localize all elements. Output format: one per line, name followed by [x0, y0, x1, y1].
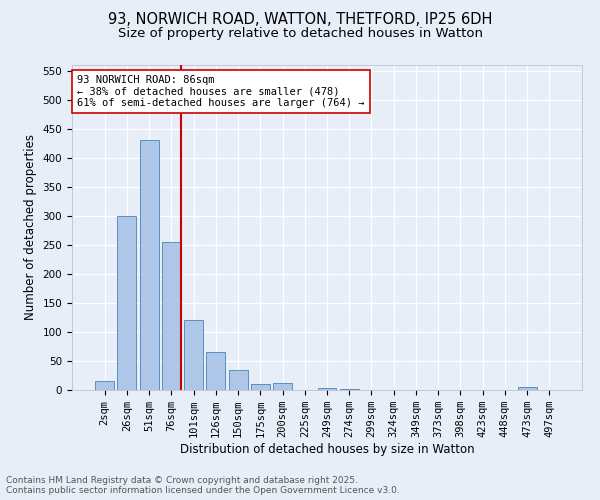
Text: Contains HM Land Registry data © Crown copyright and database right 2025.
Contai: Contains HM Land Registry data © Crown c… — [6, 476, 400, 495]
Bar — [184, 320, 203, 390]
Y-axis label: Number of detached properties: Number of detached properties — [24, 134, 37, 320]
Bar — [518, 387, 536, 390]
Bar — [229, 370, 248, 390]
Bar — [118, 216, 136, 390]
Bar — [206, 352, 225, 390]
Text: 93, NORWICH ROAD, WATTON, THETFORD, IP25 6DH: 93, NORWICH ROAD, WATTON, THETFORD, IP25… — [108, 12, 492, 28]
Bar — [140, 140, 158, 390]
Bar — [317, 388, 337, 390]
Bar — [251, 384, 270, 390]
Bar — [95, 382, 114, 390]
Bar — [273, 383, 292, 390]
Text: Size of property relative to detached houses in Watton: Size of property relative to detached ho… — [118, 28, 482, 40]
X-axis label: Distribution of detached houses by size in Watton: Distribution of detached houses by size … — [179, 443, 475, 456]
Bar — [162, 242, 181, 390]
Text: 93 NORWICH ROAD: 86sqm
← 38% of detached houses are smaller (478)
61% of semi-de: 93 NORWICH ROAD: 86sqm ← 38% of detached… — [77, 74, 365, 108]
